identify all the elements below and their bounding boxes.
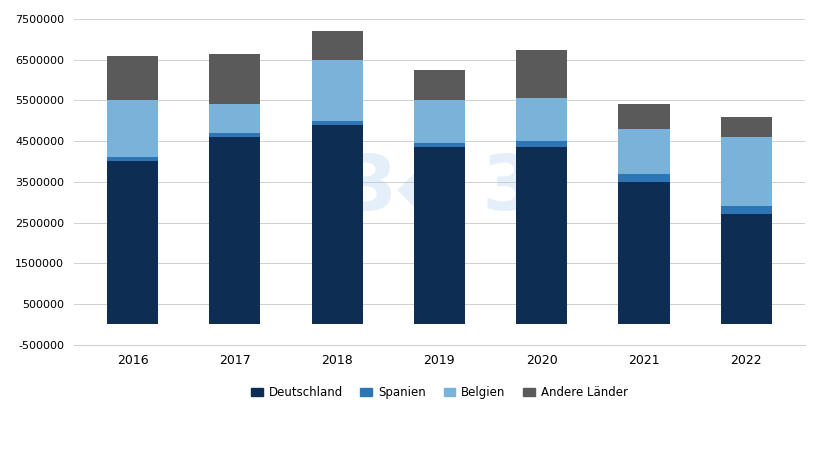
Bar: [618, 104, 668, 129]
Bar: [414, 147, 464, 324]
Bar: [515, 50, 567, 99]
Bar: [311, 31, 362, 60]
Bar: [414, 70, 464, 100]
Bar: [720, 214, 771, 324]
Bar: [107, 158, 158, 162]
Bar: [107, 162, 158, 324]
Bar: [209, 137, 260, 324]
Bar: [720, 117, 771, 137]
Bar: [720, 206, 771, 214]
Bar: [618, 174, 668, 182]
Bar: [209, 54, 260, 104]
Bar: [515, 99, 567, 141]
Bar: [311, 121, 362, 125]
Bar: [107, 56, 158, 100]
Bar: [618, 129, 668, 174]
Bar: [311, 125, 362, 324]
Bar: [107, 100, 158, 158]
Bar: [720, 137, 771, 206]
Bar: [618, 182, 668, 324]
Bar: [515, 141, 567, 147]
Bar: [414, 100, 464, 143]
Bar: [311, 60, 362, 121]
Legend: Deutschland, Spanien, Belgien, Andere Länder: Deutschland, Spanien, Belgien, Andere Lä…: [246, 382, 632, 404]
Bar: [209, 133, 260, 137]
Bar: [414, 143, 464, 147]
Bar: [209, 104, 260, 133]
Bar: [515, 147, 567, 324]
Text: 3◆ 3: 3◆ 3: [343, 151, 535, 225]
